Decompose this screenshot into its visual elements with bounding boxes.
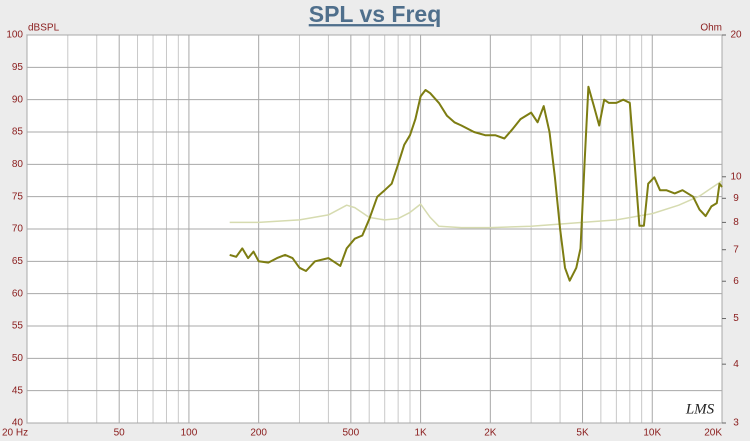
x-tick-label: 10K bbox=[643, 428, 661, 439]
y2-tick-label: 9 bbox=[733, 193, 739, 204]
y-tick-label: 80 bbox=[12, 159, 24, 170]
y2-tick-label: 5 bbox=[733, 313, 739, 324]
y-tick-label: 100 bbox=[6, 30, 23, 41]
y-tick-label: 65 bbox=[12, 256, 24, 267]
y2-tick-label: 4 bbox=[733, 359, 739, 370]
x-tick-label: 100 bbox=[181, 428, 198, 439]
y-tick-label: 90 bbox=[12, 94, 24, 105]
series-line bbox=[229, 180, 723, 229]
y-tick-label: 60 bbox=[12, 288, 24, 299]
x-tick-label: 1K bbox=[414, 428, 427, 439]
y-tick-label: 95 bbox=[12, 62, 24, 73]
y2-tick-label: 10 bbox=[730, 171, 742, 182]
x-tick-label: 500 bbox=[343, 428, 360, 439]
y2-tick-label: 7 bbox=[733, 244, 739, 255]
y2-tick-label: 6 bbox=[733, 276, 739, 287]
y-tick-label: 45 bbox=[12, 385, 24, 396]
grid bbox=[26, 34, 723, 424]
series-line bbox=[229, 85, 723, 282]
x-tick-label: 5K bbox=[576, 428, 589, 439]
x-tick-label: 2K bbox=[484, 428, 497, 439]
y-tick-label: 75 bbox=[12, 191, 24, 202]
x-tick-label: 50 bbox=[114, 428, 126, 439]
x-tick-label: 20 Hz bbox=[2, 428, 28, 439]
y-axis-label: dBSPL bbox=[28, 23, 60, 34]
x-tick-label: 20K bbox=[704, 428, 722, 439]
y-tick-label: 40 bbox=[12, 418, 24, 429]
y-tick-label: 50 bbox=[12, 353, 24, 364]
y2-axis-label: Ohm bbox=[700, 23, 722, 34]
y2-tick-label: 20 bbox=[730, 30, 742, 41]
x-tick-label: 200 bbox=[250, 428, 267, 439]
y-tick-label: 70 bbox=[12, 224, 24, 235]
y2-tick-label: 8 bbox=[733, 217, 739, 228]
y-tick-label: 55 bbox=[12, 321, 24, 332]
y2-tick-label: 3 bbox=[733, 418, 739, 429]
chart-title: SPL vs Freq bbox=[309, 1, 442, 27]
logo: LMS bbox=[685, 401, 715, 417]
y-tick-label: 85 bbox=[12, 127, 24, 138]
